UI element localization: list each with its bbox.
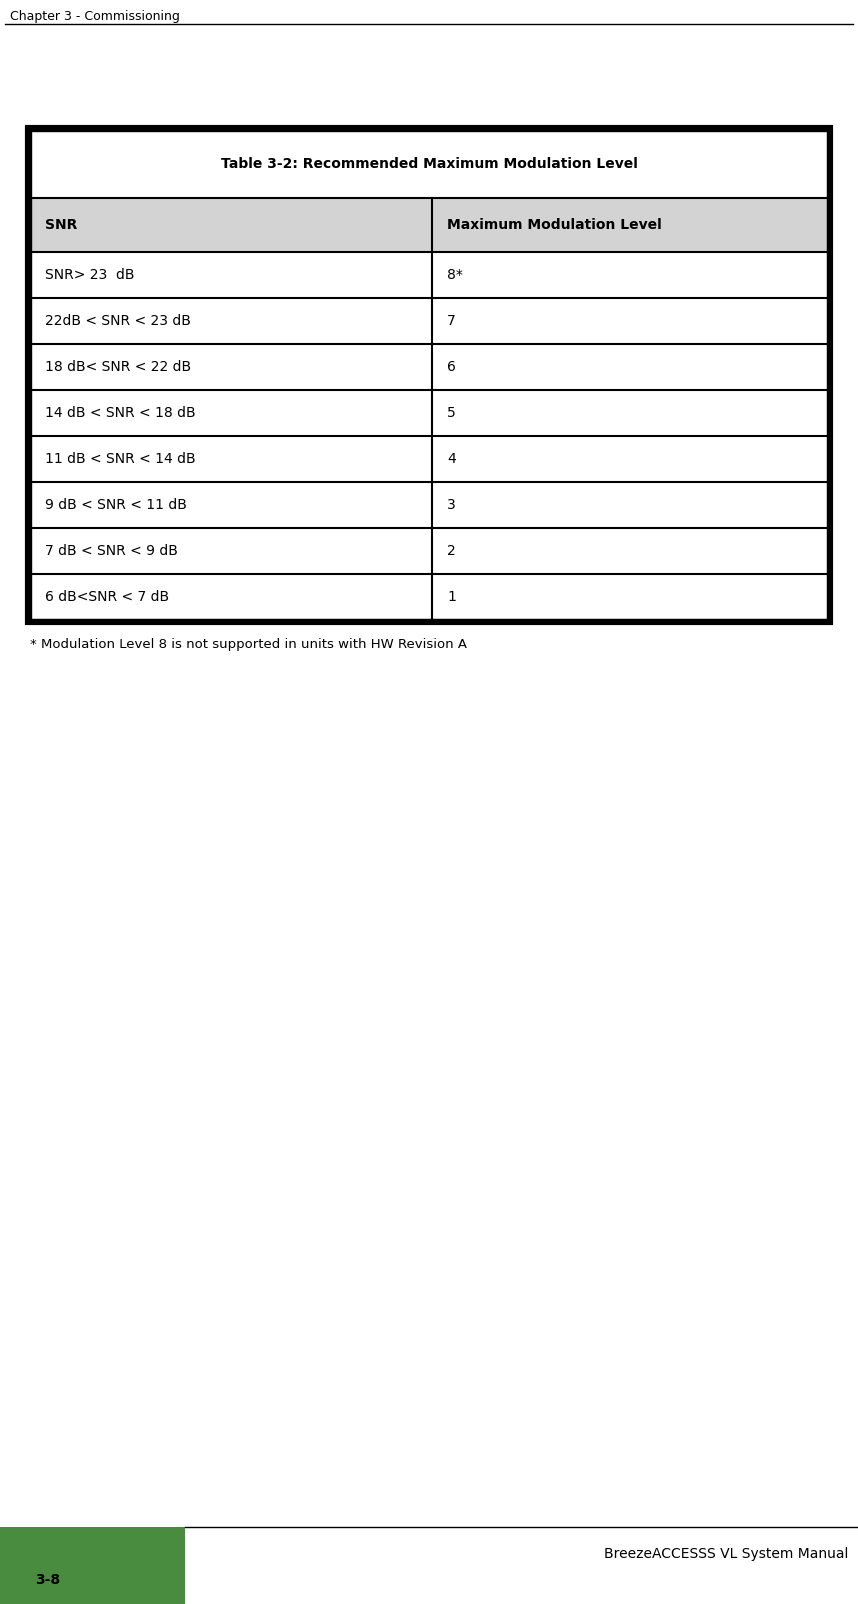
Bar — [30, 481, 828, 528]
Text: * Modulation Level 8 is not supported in units with HW Revision A: * Modulation Level 8 is not supported in… — [30, 638, 467, 651]
Text: SNR: SNR — [45, 218, 77, 233]
Text: BreezeACCESSS VL System Manual: BreezeACCESSS VL System Manual — [604, 1546, 848, 1561]
Text: SNR> 23  dB: SNR> 23 dB — [45, 268, 135, 282]
Text: 5: 5 — [447, 406, 456, 420]
Bar — [30, 197, 828, 252]
Text: Maximum Modulation Level: Maximum Modulation Level — [447, 218, 662, 233]
Text: 2: 2 — [447, 544, 456, 558]
Text: 14 dB < SNR < 18 dB: 14 dB < SNR < 18 dB — [45, 406, 196, 420]
Bar — [30, 390, 828, 436]
Bar — [30, 436, 828, 481]
Text: 4: 4 — [447, 452, 456, 467]
Text: 7 dB < SNR < 9 dB: 7 dB < SNR < 9 dB — [45, 544, 178, 558]
Text: 7: 7 — [447, 314, 456, 327]
Text: 18 dB< SNR < 22 dB: 18 dB< SNR < 22 dB — [45, 359, 191, 374]
Bar — [30, 343, 828, 390]
Text: 8*: 8* — [447, 268, 462, 282]
Bar — [30, 528, 828, 574]
Bar — [31, 132, 827, 619]
Text: 6: 6 — [447, 359, 456, 374]
Text: 1: 1 — [447, 590, 456, 605]
Bar — [30, 252, 828, 298]
Text: 9 dB < SNR < 11 dB: 9 dB < SNR < 11 dB — [45, 497, 187, 512]
Text: 6 dB<SNR < 7 dB: 6 dB<SNR < 7 dB — [45, 590, 169, 605]
Text: 3: 3 — [447, 497, 456, 512]
Bar — [30, 130, 828, 197]
Bar — [30, 574, 828, 621]
Text: Chapter 3 - Commissioning: Chapter 3 - Commissioning — [10, 10, 180, 22]
Bar — [30, 298, 828, 343]
Text: 11 dB < SNR < 14 dB: 11 dB < SNR < 14 dB — [45, 452, 196, 467]
Text: Table 3-2: Recommended Maximum Modulation Level: Table 3-2: Recommended Maximum Modulatio… — [221, 157, 637, 172]
Bar — [0, 1527, 185, 1604]
Bar — [27, 127, 831, 622]
Text: 22dB < SNR < 23 dB: 22dB < SNR < 23 dB — [45, 314, 190, 327]
Text: 3-8: 3-8 — [35, 1574, 60, 1586]
